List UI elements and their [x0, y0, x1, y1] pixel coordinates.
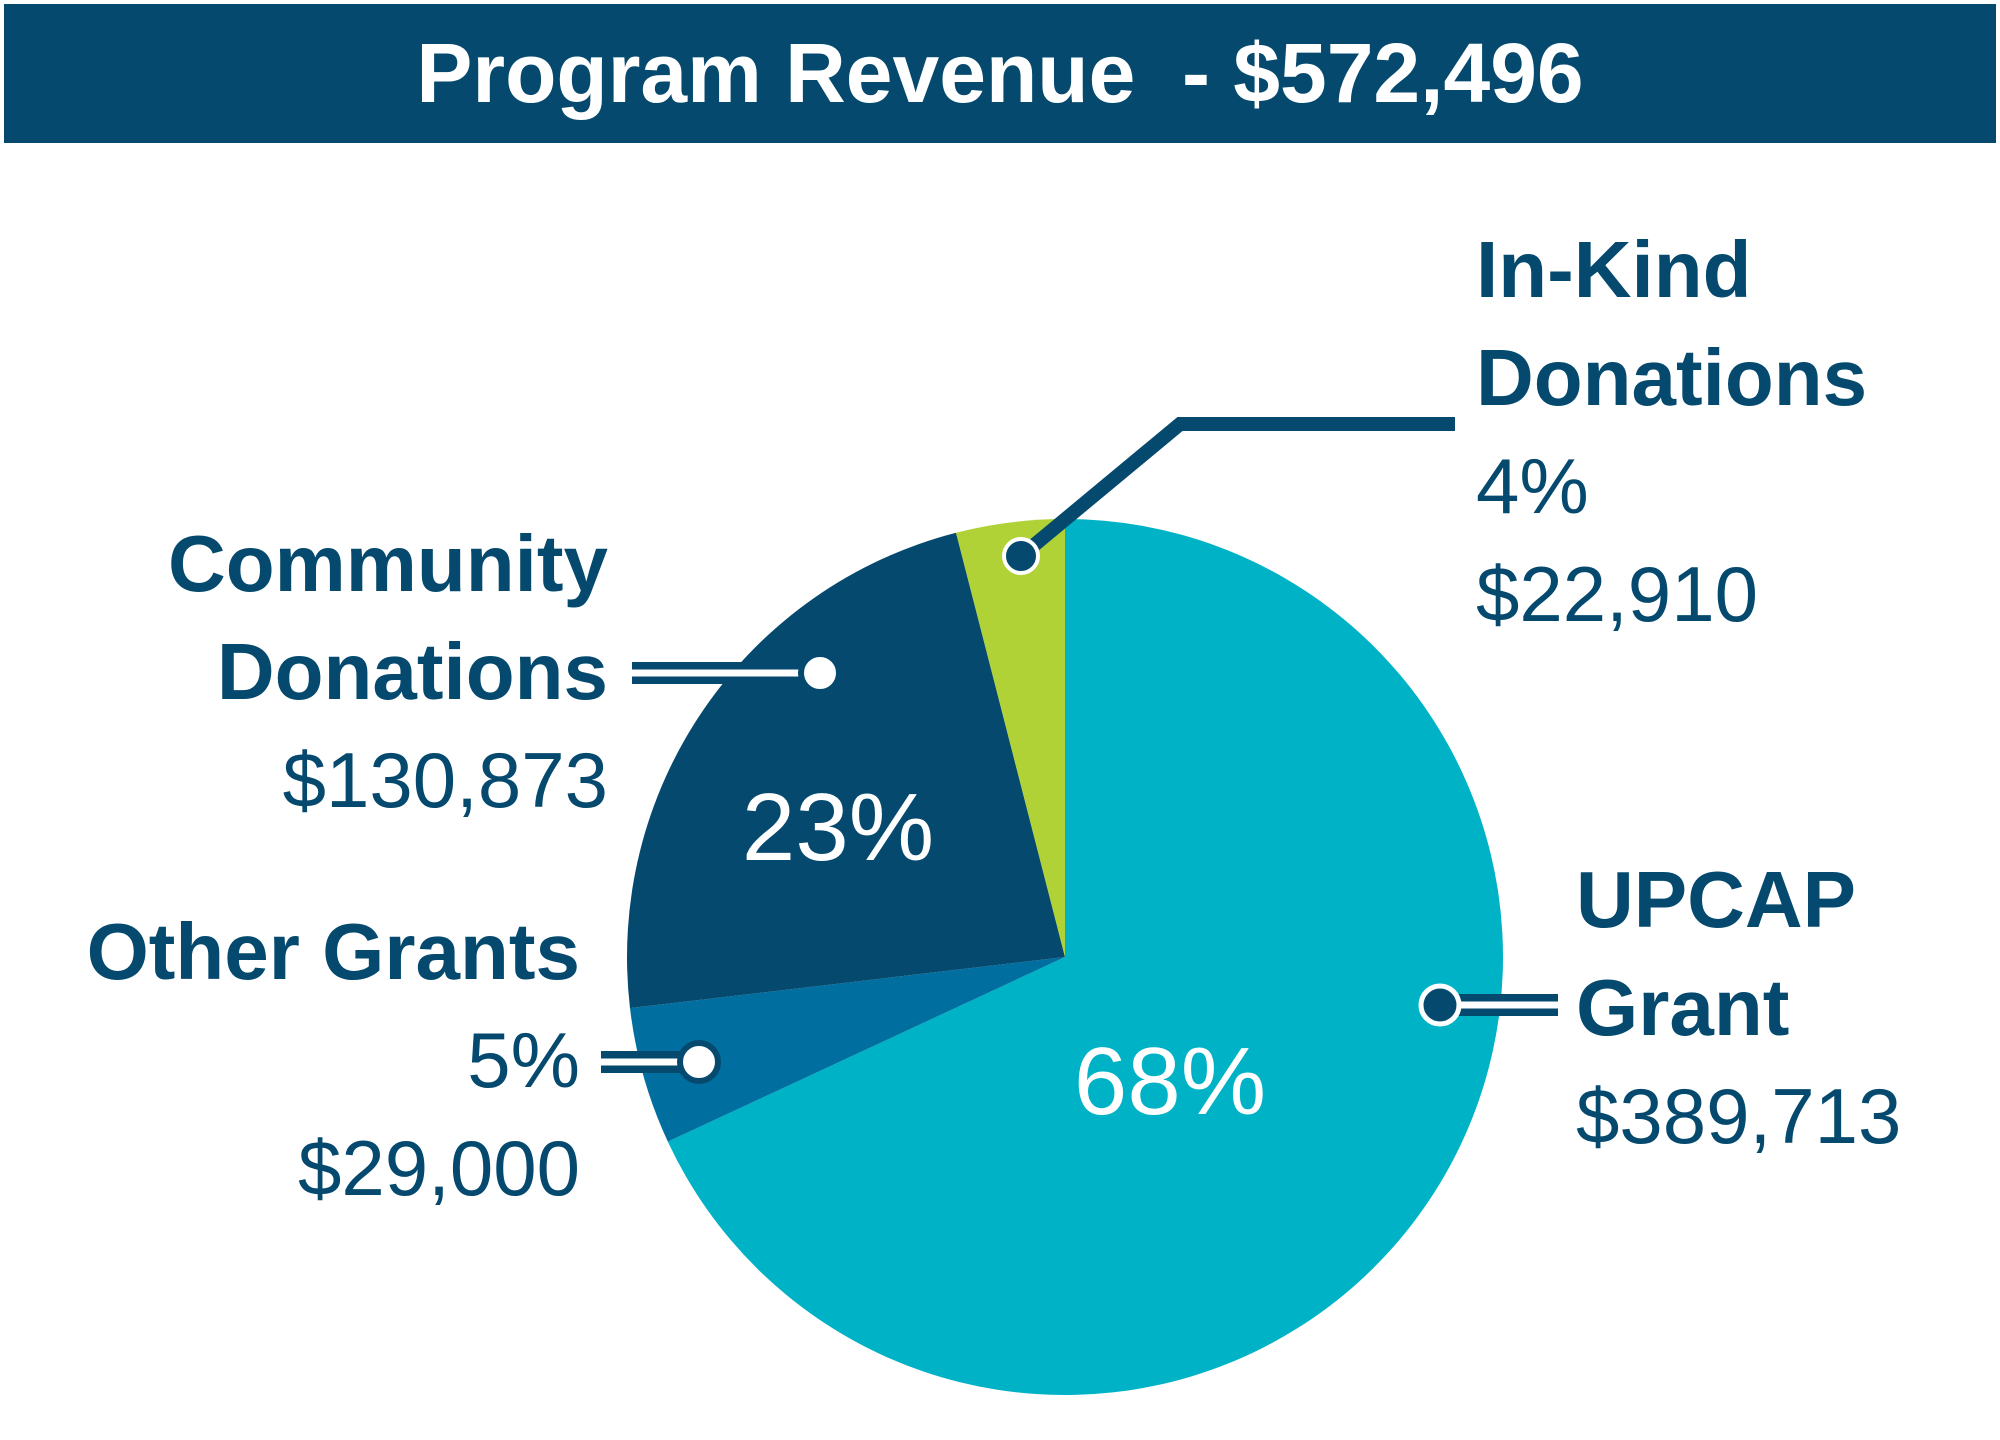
label-amount: $22,910 — [1476, 550, 1758, 638]
pie-slice-in-kind-donations — [956, 519, 1065, 957]
pie-slice-community-donations — [626, 532, 1065, 1009]
label-community-donations: Community Donations $130,873 — [168, 510, 608, 834]
label-percent: 4% — [1476, 442, 1589, 530]
label-amount: $389,713 — [1576, 1072, 1902, 1160]
pie-slices — [626, 519, 1503, 1395]
leader-dot-in-kind — [1002, 537, 1040, 575]
leader-dot-other-grants — [677, 1040, 721, 1084]
label-name-line: Donations — [1476, 333, 1868, 422]
label-in-kind-donations: In-Kind Donations 4% $22,910 — [1476, 216, 1867, 648]
slice-percent-community-donations: 23% — [742, 774, 934, 881]
label-upcap-grant: UPCAP Grant $389,713 — [1576, 846, 1901, 1170]
pie-slice-upcap-grant — [667, 519, 1503, 1395]
label-other-grants: Other Grants 5% $29,000 — [87, 898, 580, 1222]
leader-other-grants — [601, 1040, 721, 1084]
label-name-line: Other Grants — [86, 907, 580, 996]
leader-upcap — [1418, 983, 1558, 1027]
label-amount: $29,000 — [298, 1124, 580, 1212]
label-name-line: Grant — [1576, 963, 1790, 1052]
leader-dot-community — [798, 651, 842, 695]
slice-percent-upcap-grant: 68% — [1074, 1028, 1266, 1135]
label-name-line: UPCAP — [1576, 855, 1857, 944]
leader-in-kind — [1002, 417, 1455, 575]
leader-dot-upcap — [1418, 983, 1462, 1027]
label-name-line: In-Kind — [1476, 225, 1752, 314]
label-amount: $130,873 — [282, 736, 608, 824]
pie-slice-other-grants — [629, 957, 1065, 1142]
label-percent: 5% — [467, 1016, 580, 1104]
chart-title: Program Revenue - $572,496 — [416, 26, 1584, 120]
leader-community — [632, 651, 842, 695]
label-name-line: Community — [168, 519, 608, 608]
label-name-line: Donations — [216, 627, 608, 716]
title-bar: Program Revenue - $572,496 — [4, 4, 1996, 143]
